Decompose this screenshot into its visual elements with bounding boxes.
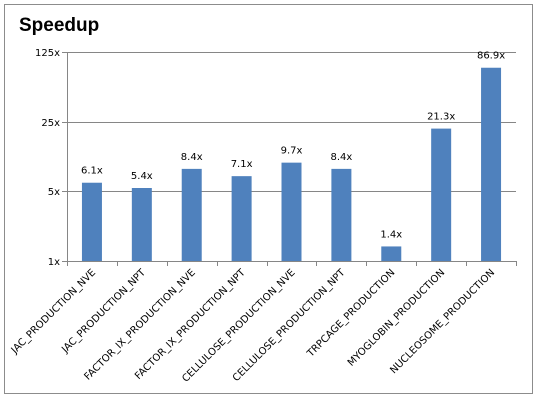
y-tick-label: 125x xyxy=(35,48,60,59)
bars xyxy=(81,67,502,261)
category-label: JAC_PRODUCTION_NPT xyxy=(59,267,148,356)
y-tick-label: 1x xyxy=(48,257,60,268)
chart-title: Speedup xyxy=(19,15,99,36)
bar xyxy=(481,67,502,261)
bar xyxy=(281,162,302,261)
bar xyxy=(131,188,152,261)
data-label: 6.1x xyxy=(81,166,103,177)
category-labels: JAC_PRODUCTION_NVEJAC_PRODUCTION_NPTFACT… xyxy=(9,267,497,385)
data-label: 9.7x xyxy=(281,146,303,157)
y-tick-label: 5x xyxy=(48,187,60,198)
bar xyxy=(181,168,202,261)
bar xyxy=(81,182,102,261)
bar xyxy=(231,176,252,261)
data-label: 8.4x xyxy=(181,152,203,163)
category-label: NUCLEOSOME_PRODUCTION xyxy=(388,267,497,376)
data-label: 1.4x xyxy=(380,229,402,240)
data-label: 8.4x xyxy=(330,152,352,163)
data-labels: 6.1x 5.4x 8.4x 7.1x 9.7x 8.4x 1.4x 21.3x 86.9x xyxy=(81,51,505,241)
data-label: 7.1x xyxy=(231,159,253,170)
y-tick-label: 25x xyxy=(41,118,60,129)
data-label: 21.3x xyxy=(427,112,455,123)
data-label: 86.9x xyxy=(477,51,505,62)
category-label: JAC_PRODUCTION_NVE xyxy=(9,267,98,356)
category-label: MYOGLOBIN_PRODUCTION xyxy=(346,267,447,368)
bar xyxy=(381,246,402,261)
category-label: FACTOR_IX_PRODUCTION_NPT xyxy=(133,267,248,382)
bar xyxy=(331,168,352,261)
category-label: TRPCAGE_PRODUCTION xyxy=(305,267,398,360)
data-label: 5.4x xyxy=(131,171,153,182)
category-label: FACTOR_IX_PRODUCTION_NVE xyxy=(83,267,198,382)
bar xyxy=(431,128,452,261)
